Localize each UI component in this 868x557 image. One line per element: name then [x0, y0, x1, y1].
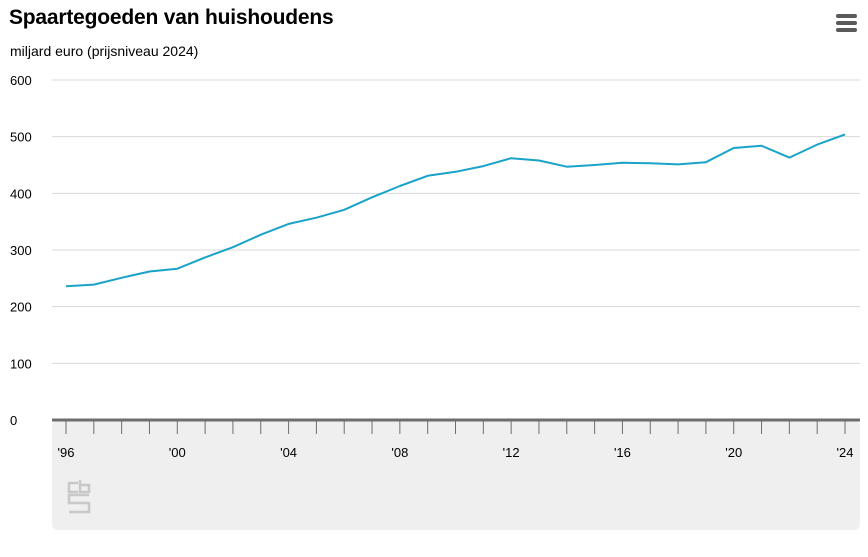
- y-tick-label: 500: [10, 130, 32, 145]
- x-tick-label: '04: [280, 445, 297, 460]
- logo-stroke: [78, 480, 91, 494]
- x-axis: '96 '00 '04 '08 '12 '16 '20 '24: [52, 418, 860, 460]
- x-tick-label: '20: [725, 445, 742, 460]
- menu-bar: [836, 14, 857, 18]
- hamburger-menu-icon[interactable]: [836, 14, 858, 36]
- cbs-logo: [67, 480, 91, 514]
- x-tick-label: '96: [58, 445, 75, 460]
- y-tick-label: 600: [10, 73, 32, 88]
- y-tick-label: 0: [10, 413, 17, 428]
- x-tick-label: '00: [169, 445, 186, 460]
- x-tick-label: '16: [614, 445, 631, 460]
- series-group: [65, 133, 846, 288]
- y-tick-label: 200: [10, 300, 32, 315]
- menu-bar: [836, 28, 857, 32]
- chart-subtitle: miljard euro (prijsniveau 2024): [10, 43, 199, 59]
- y-tick-label: 400: [10, 186, 32, 201]
- x-tick-label: '24: [837, 445, 854, 460]
- menu-bar: [836, 21, 857, 25]
- chart-title: Spaartegoeden van huishoudens: [9, 6, 334, 29]
- y-tick-label: 100: [10, 356, 32, 371]
- x-tick-label: '12: [503, 445, 520, 460]
- series-line: [65, 133, 846, 288]
- logo-stroke: [67, 481, 78, 494]
- gridlines: [52, 79, 860, 364]
- y-axis: 0 100 200 300 400 500 600: [10, 73, 32, 428]
- x-tick-label: '08: [391, 445, 408, 460]
- chart-footer: [52, 420, 860, 530]
- logo-stroke: [67, 493, 91, 514]
- y-tick-label: 300: [10, 243, 32, 258]
